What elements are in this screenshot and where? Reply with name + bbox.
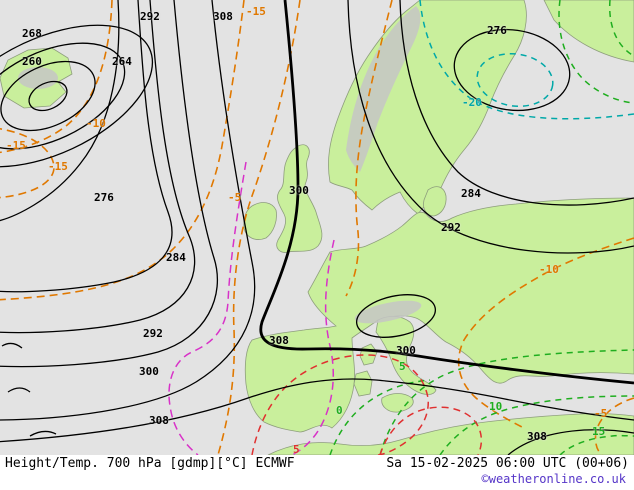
terrain-alps	[354, 300, 422, 324]
land-denmark	[423, 186, 447, 217]
footer-caption-row: Height/Temp. 700 hPa [gdmp][°C] ECMWF Sa…	[0, 455, 634, 472]
map-title: Height/Temp. 700 hPa [gdmp][°C] ECMWF	[5, 456, 295, 471]
map-footer: Height/Temp. 700 hPa [gdmp][°C] ECMWF Sa…	[0, 455, 634, 490]
height-contours	[0, 0, 634, 455]
height-contour-308-west	[0, 0, 256, 421]
height-contour-260	[0, 60, 96, 132]
height-contour-284-east	[399, 0, 634, 206]
footer-copyright-row: ©weatheronline.co.uk	[0, 472, 634, 487]
height-contour-308-southeast	[507, 429, 634, 455]
temp-contour	[379, 406, 483, 455]
height-contour-300-west	[0, 0, 219, 368]
height-contour-268	[0, 24, 154, 168]
height-contour-308-south	[0, 378, 634, 443]
temp-contour	[291, 239, 335, 455]
height-contour-inner	[28, 80, 68, 112]
height-contour-fragments	[1, 342, 57, 437]
map-datetime: Sa 15-02-2025 06:00 UTC (00+06)	[386, 456, 629, 471]
height-contour-264	[0, 42, 126, 150]
temp-contour	[217, 0, 301, 455]
temperature-contours-green	[329, 0, 634, 455]
height-contour-italy-low	[356, 294, 436, 338]
map-canvas: 268 260 264 292 308 276 276 284 292 300 308 300 284 2…	[0, 0, 634, 456]
temp-contour	[419, 0, 634, 120]
height-contour-292	[0, 0, 196, 334]
terrain-iceland-interior	[18, 67, 58, 89]
temp-contour	[457, 237, 634, 429]
land-north-africa	[267, 413, 634, 455]
temp-contour	[345, 0, 393, 297]
temp-contour	[439, 395, 634, 455]
temperature-contours-cyan	[419, 0, 634, 120]
temp-contour	[608, 0, 634, 57]
temperature-contours-red	[251, 354, 483, 455]
temperature-contours-magenta	[168, 161, 335, 455]
temp-contour	[168, 161, 247, 455]
land-sardinia	[353, 370, 373, 397]
temp-contour	[379, 349, 634, 455]
temp-contour	[476, 52, 554, 108]
height-contour-276-northeast	[453, 28, 571, 112]
temp-contour	[558, 0, 634, 104]
temp-contour	[559, 434, 634, 455]
map-svg	[0, 0, 634, 455]
height-contour-284	[0, 0, 173, 293]
copyright-link[interactable]: ©weatheronline.co.uk	[481, 472, 627, 486]
temp-contour	[594, 397, 634, 455]
temp-contour	[251, 354, 429, 455]
height-contour-300-main	[259, 0, 634, 385]
height-contour-276	[0, 0, 120, 222]
temp-contour	[0, 0, 113, 154]
temp-contour	[0, 128, 55, 199]
land-sicily	[381, 393, 414, 413]
terrain-norway-mountains	[346, 6, 421, 172]
height-contour-292-east	[347, 0, 634, 254]
